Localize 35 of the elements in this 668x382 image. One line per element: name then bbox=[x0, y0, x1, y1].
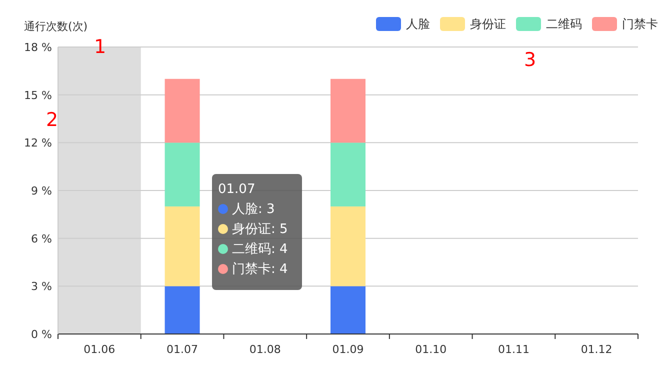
annotation: 门禁卡: 4 bbox=[232, 261, 288, 277]
annotation: 01.07 bbox=[218, 182, 256, 197]
x-tick-label: 01.07 bbox=[166, 343, 198, 356]
y-tick-label: 15 % bbox=[24, 88, 52, 102]
x-tick-label: 01.12 bbox=[580, 343, 612, 356]
y-axis-title: 通行次数(次) bbox=[24, 20, 88, 33]
x-tick-label: 01.09 bbox=[332, 343, 364, 356]
legend-label: 二维码 bbox=[546, 17, 582, 31]
annotation: 人脸: 3 bbox=[232, 202, 275, 217]
legend-label: 人脸 bbox=[406, 17, 430, 31]
x-tick-label: 01.08 bbox=[249, 343, 281, 356]
legend-label: 身份证 bbox=[470, 17, 506, 31]
y-tick-label: 3 % bbox=[31, 280, 52, 294]
annotation: 3 bbox=[524, 49, 536, 71]
bar bbox=[330, 142, 366, 206]
y-tick-label: 0 % bbox=[31, 328, 52, 341]
y-tick-label: 12 % bbox=[24, 136, 52, 150]
annotation: 二维码: 4 bbox=[232, 242, 288, 257]
annotation: 2 bbox=[46, 109, 58, 131]
legend-label: 门禁卡 bbox=[622, 17, 658, 31]
bar bbox=[164, 286, 200, 334]
bar bbox=[164, 142, 200, 206]
annotation: 1 bbox=[94, 36, 106, 58]
y-tick-label: 6 % bbox=[31, 232, 52, 246]
y-tick-label: 9 % bbox=[31, 184, 52, 198]
bar bbox=[164, 206, 200, 286]
y-tick-label: 18 % bbox=[24, 41, 52, 54]
bar bbox=[330, 78, 366, 143]
bar bbox=[164, 78, 200, 143]
x-tick-label: 01.06 bbox=[84, 343, 116, 356]
bar bbox=[330, 206, 366, 286]
bar bbox=[330, 286, 366, 334]
x-tick-label: 01.11 bbox=[498, 343, 530, 356]
x-tick-label: 01.10 bbox=[415, 343, 447, 356]
annotation: 身份证: 5 bbox=[232, 222, 288, 237]
